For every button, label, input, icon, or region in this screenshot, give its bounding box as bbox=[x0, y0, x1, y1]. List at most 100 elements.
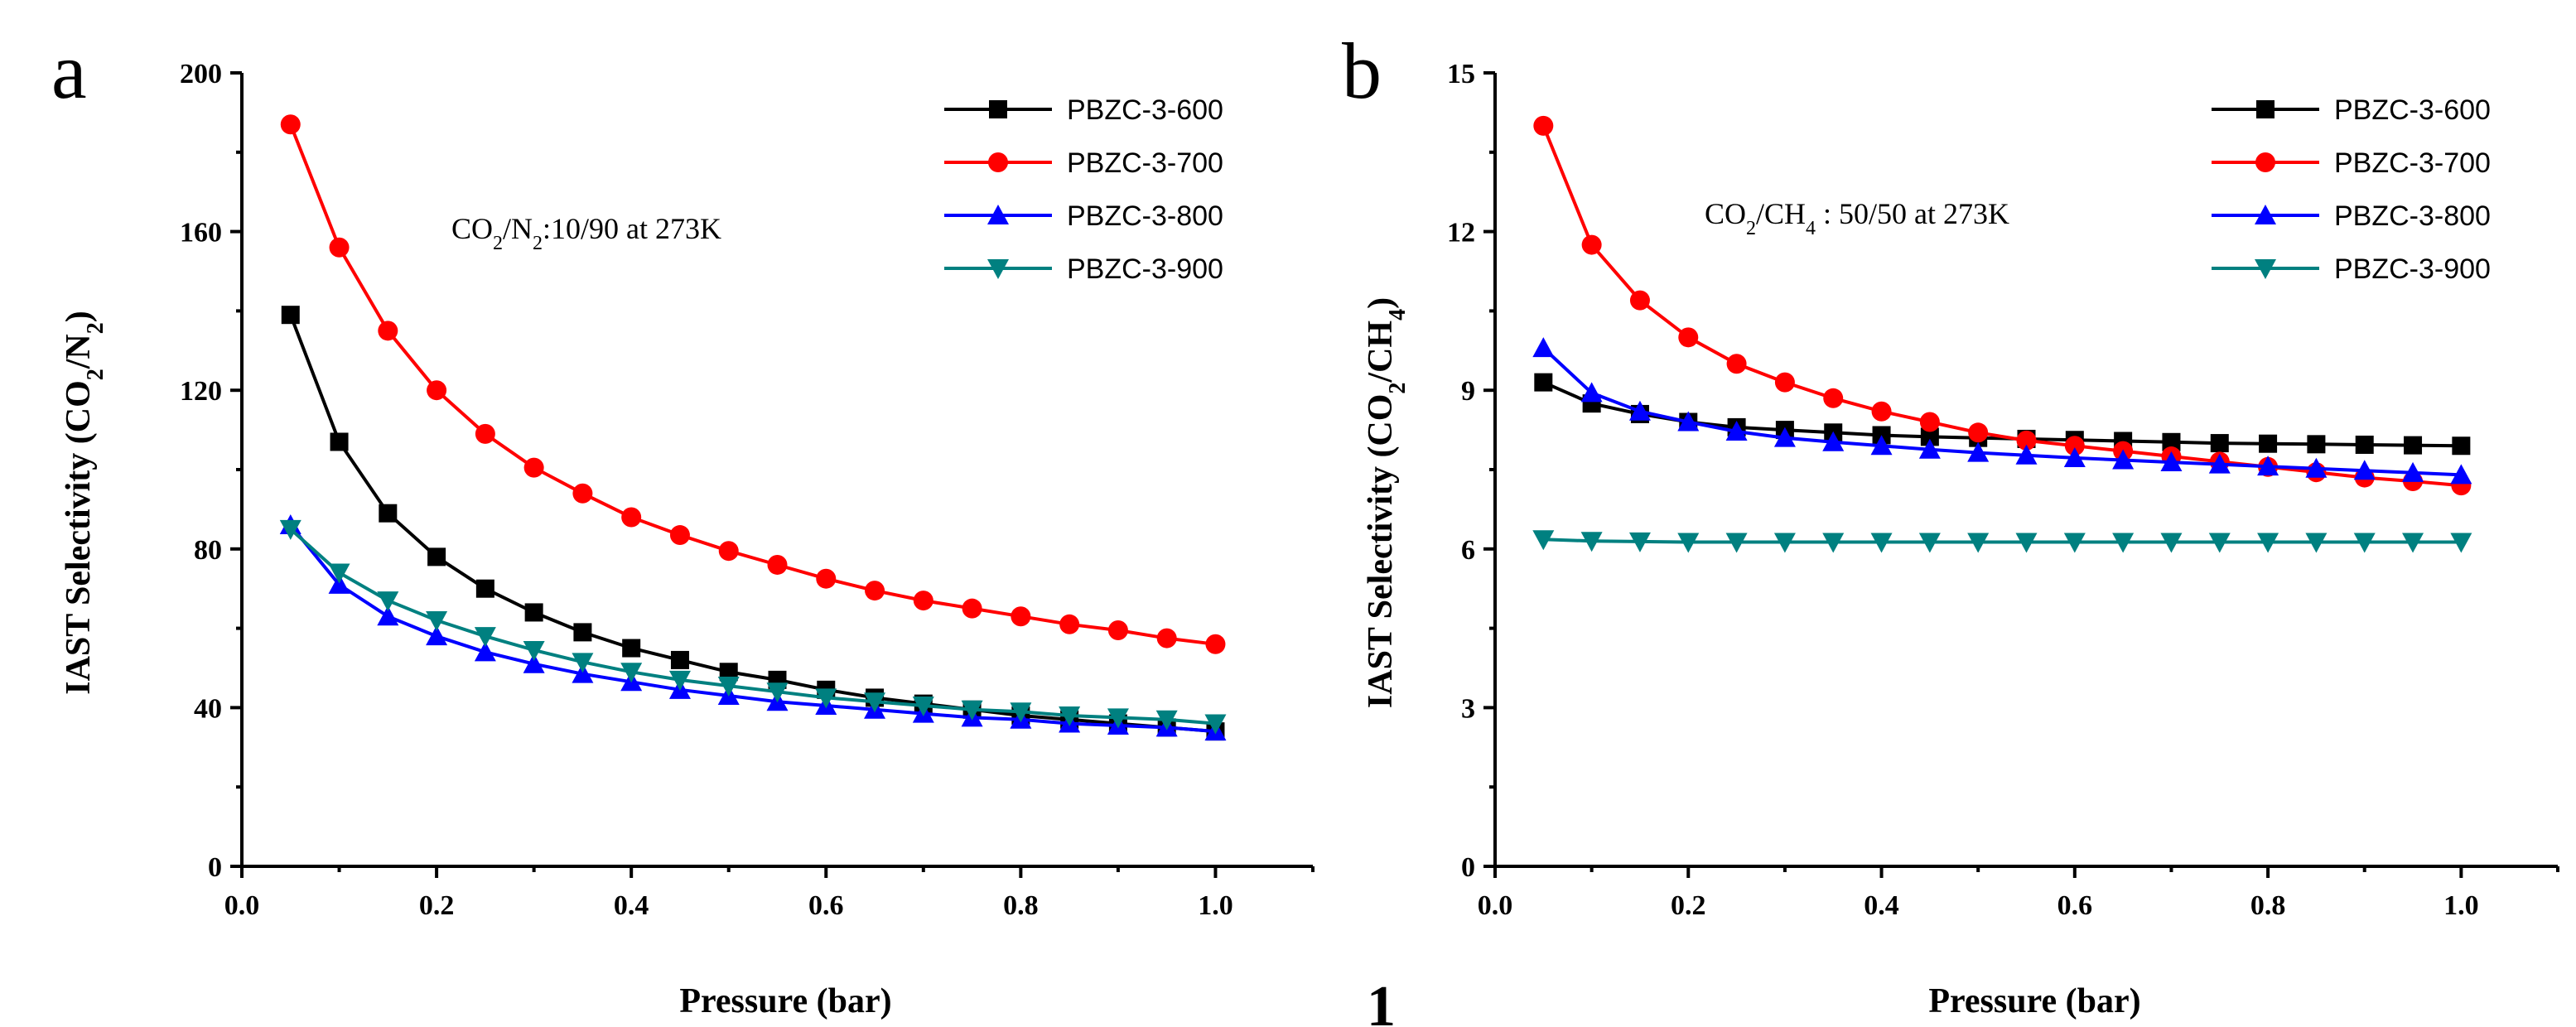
y-tick-label: 160 bbox=[180, 218, 222, 248]
data-point bbox=[1967, 533, 1990, 553]
legend-entry: PBZC-3-900 bbox=[2212, 253, 2491, 285]
legend-label: PBZC-3-900 bbox=[2334, 253, 2491, 285]
data-point bbox=[2305, 533, 2328, 553]
series-PBZC-3-800 bbox=[1532, 337, 2472, 485]
data-point bbox=[1204, 714, 1227, 735]
data-point bbox=[2402, 461, 2424, 482]
x-axis-title: Pressure (bar) bbox=[1928, 982, 2140, 1020]
data-point bbox=[1205, 634, 1226, 654]
data-point bbox=[427, 380, 447, 401]
data-point bbox=[668, 670, 691, 691]
data-point bbox=[1773, 427, 1796, 447]
panel-letter: a bbox=[51, 27, 87, 115]
data-point bbox=[766, 682, 789, 703]
y-tick-label: 120 bbox=[180, 376, 222, 407]
data-point bbox=[1725, 421, 1748, 441]
legend-label: PBZC-3-700 bbox=[1067, 147, 1223, 179]
y-tick-label: 9 bbox=[1461, 376, 1475, 407]
data-point bbox=[622, 639, 641, 658]
data-point bbox=[1011, 606, 1031, 627]
data-point bbox=[2259, 434, 2278, 453]
legend-marker bbox=[2256, 100, 2275, 118]
data-point bbox=[573, 623, 592, 642]
data-point bbox=[2162, 432, 2181, 451]
legend-entry: PBZC-3-900 bbox=[944, 253, 1223, 285]
data-point bbox=[1107, 620, 1128, 640]
data-point bbox=[865, 581, 885, 601]
series-PBZC-3-700 bbox=[1533, 115, 2472, 496]
data-point bbox=[2353, 460, 2376, 480]
data-point bbox=[2160, 533, 2183, 553]
data-point bbox=[1534, 373, 1553, 392]
data-point bbox=[1628, 400, 1651, 421]
x-tick-label: 0.2 bbox=[1671, 890, 1706, 921]
data-point bbox=[621, 507, 642, 528]
data-point bbox=[816, 568, 837, 589]
data-point bbox=[330, 432, 349, 451]
y-tick-label: 6 bbox=[1461, 535, 1475, 566]
legend-marker bbox=[987, 205, 1009, 224]
data-point bbox=[1059, 706, 1081, 726]
data-point bbox=[2015, 533, 2038, 553]
data-point bbox=[279, 519, 301, 540]
data-point bbox=[669, 525, 690, 546]
legend-marker bbox=[2255, 205, 2276, 224]
data-point bbox=[2208, 533, 2231, 553]
y-tick-label: 12 bbox=[1447, 218, 1475, 248]
data-point bbox=[2208, 453, 2231, 474]
data-point bbox=[572, 663, 594, 683]
data-point bbox=[1628, 532, 1651, 552]
data-point bbox=[523, 457, 544, 478]
data-point bbox=[377, 605, 399, 626]
data-point bbox=[475, 423, 495, 444]
data-point bbox=[962, 598, 982, 619]
data-point bbox=[1532, 530, 1555, 551]
data-point bbox=[1870, 435, 1893, 456]
data-point bbox=[281, 306, 300, 325]
series-line bbox=[1543, 538, 2462, 544]
data-point bbox=[670, 650, 689, 669]
x-tick-label: 0.6 bbox=[808, 890, 844, 921]
data-point bbox=[767, 554, 788, 575]
data-point bbox=[1822, 533, 1845, 553]
x-tick-label: 0.0 bbox=[1478, 890, 1513, 921]
legend-label: PBZC-3-700 bbox=[2334, 147, 2491, 179]
data-point bbox=[1107, 708, 1129, 729]
data-point bbox=[2064, 436, 2085, 456]
data-point bbox=[1678, 327, 1699, 348]
panel-a-chart: a 0 40 80 120 160 200 0.0 0.2 0.4 0.6 0.8 1.0 Pressur… bbox=[51, 27, 1315, 1020]
data-point bbox=[1918, 438, 1941, 459]
series-PBZC-3-700 bbox=[280, 114, 1226, 654]
data-point bbox=[2063, 446, 2086, 467]
data-point bbox=[1156, 628, 1177, 649]
y-tick-label: 40 bbox=[194, 693, 222, 724]
legend-entry: PBZC-3-700 bbox=[944, 147, 1223, 179]
data-point bbox=[1967, 441, 1990, 462]
legend-label: PBZC-3-600 bbox=[1067, 94, 1223, 126]
data-point bbox=[1533, 115, 1554, 136]
data-point bbox=[426, 611, 448, 632]
series-line bbox=[289, 528, 1216, 726]
data-point bbox=[378, 321, 398, 341]
data-point bbox=[475, 579, 494, 598]
legend-entry: PBZC-3-600 bbox=[2212, 94, 2491, 126]
data-point bbox=[1677, 411, 1700, 432]
data-point bbox=[474, 641, 496, 662]
data-point bbox=[1629, 290, 1650, 311]
panel-letter: b bbox=[1342, 27, 1382, 115]
data-point bbox=[717, 677, 740, 697]
data-point bbox=[1870, 533, 1893, 553]
data-point bbox=[1919, 412, 1940, 432]
legend-label: PBZC-3-800 bbox=[2334, 200, 2491, 232]
y-tick-label: 80 bbox=[194, 535, 222, 566]
series-line bbox=[289, 523, 1216, 734]
y-axis-title: IAST Selectivity (CO2/N2) bbox=[60, 311, 109, 695]
condition-annotation: CO2/CH4 : 50/50 at 273K bbox=[1705, 197, 2009, 239]
data-point bbox=[2404, 436, 2423, 455]
y-tick-label: 0 bbox=[1461, 852, 1475, 883]
data-point bbox=[523, 653, 545, 673]
data-point bbox=[620, 663, 643, 683]
data-point bbox=[1918, 533, 1941, 553]
data-point bbox=[2450, 464, 2472, 485]
